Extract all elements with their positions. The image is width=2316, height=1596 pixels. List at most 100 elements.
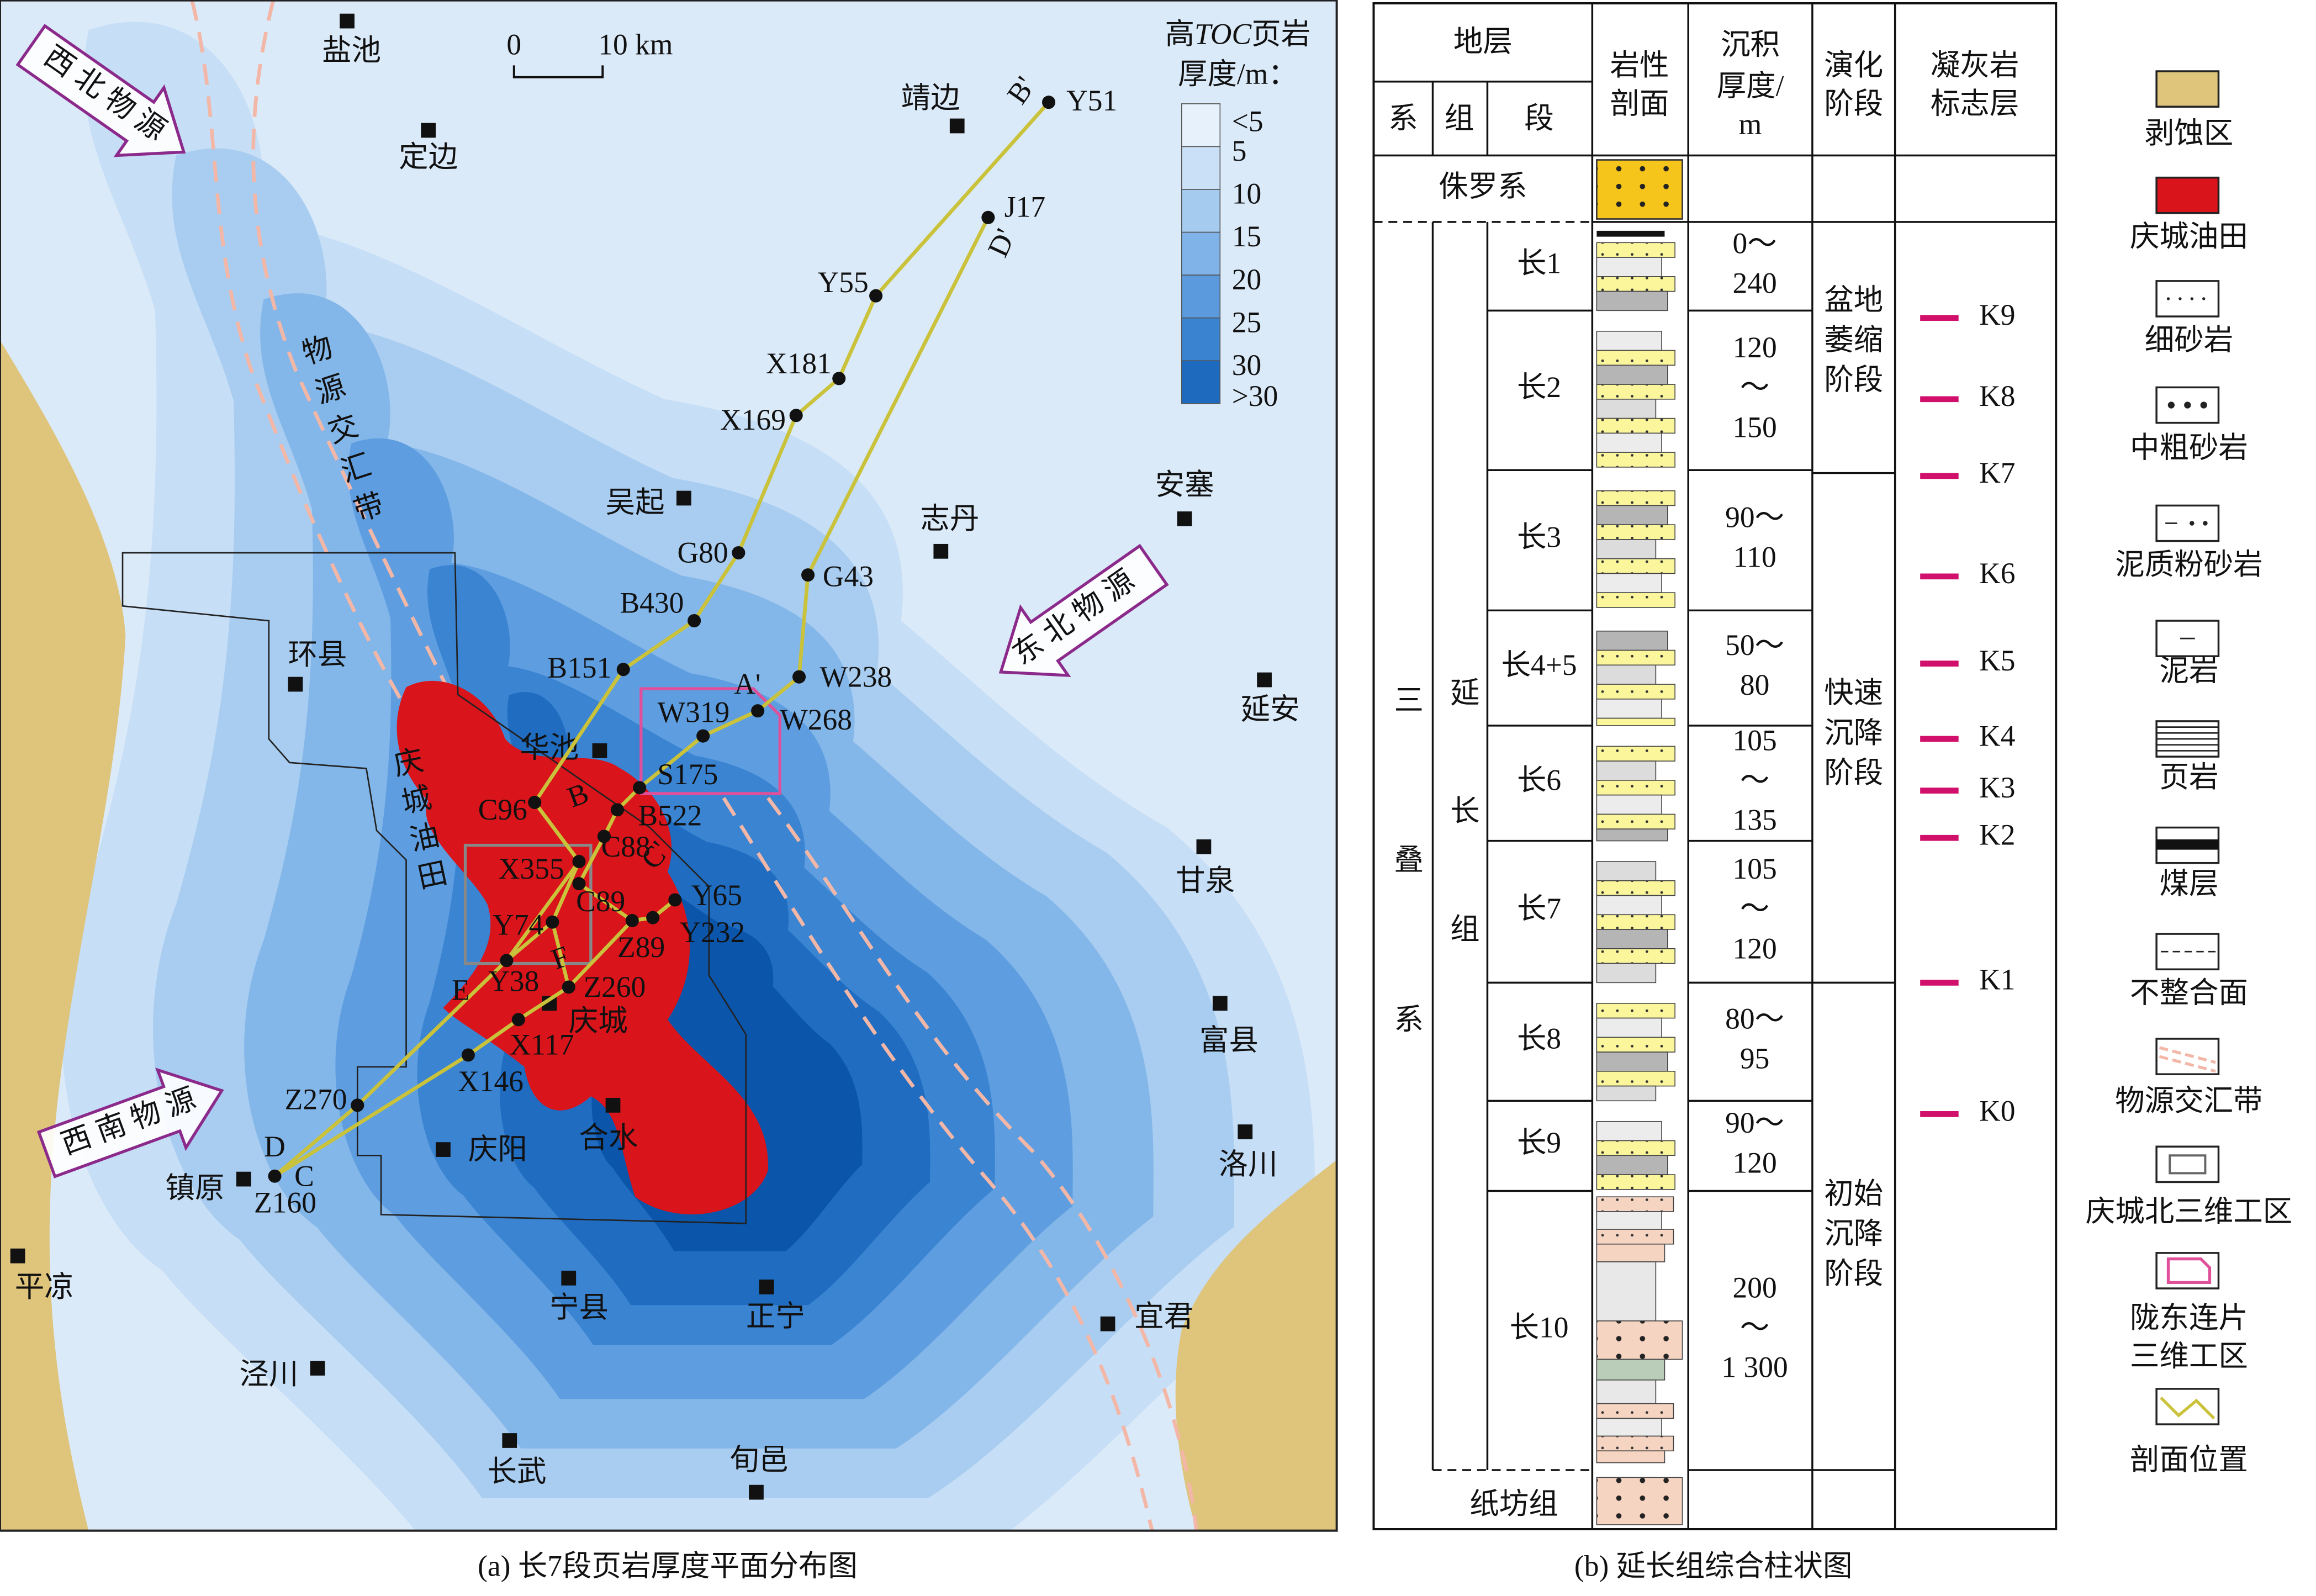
thickness: 0～: [1732, 226, 1776, 260]
legend-subtitle: 厚度/m：: [1178, 57, 1298, 91]
thickness: 105: [1732, 723, 1776, 757]
well: [461, 1048, 475, 1062]
legend-label: >30: [1232, 379, 1278, 413]
city-label: 正宁: [746, 1299, 805, 1333]
well-label: S175: [657, 758, 718, 791]
city-marker: [759, 1279, 774, 1294]
well: [572, 854, 586, 869]
lith-layer: [1596, 1196, 1674, 1212]
member-name: 长4+5: [1501, 648, 1577, 681]
city-marker: [933, 543, 949, 559]
member-name: 长2: [1517, 371, 1561, 404]
well-label: B151: [547, 651, 611, 684]
legend-label: 30: [1232, 348, 1261, 382]
legend-icon: [2190, 521, 2195, 526]
lith-layer: [1596, 350, 1675, 366]
stage: 沉降: [1824, 716, 1883, 749]
lith-layer: [1596, 276, 1675, 292]
thickness: 50～: [1725, 628, 1784, 662]
city-marker: [1100, 1316, 1115, 1331]
lith-layer: [1596, 384, 1675, 400]
legend-icon: [2169, 1154, 2207, 1175]
thickness: ～: [1740, 1311, 1770, 1344]
legend-title-part: 页岩: [1251, 18, 1310, 51]
city-label: 延安: [1241, 693, 1300, 726]
well: [562, 980, 575, 994]
well-label: Y38: [488, 964, 539, 997]
legend-label: 细砂岩: [2145, 323, 2233, 356]
legend-label: 物源交汇带: [2115, 1084, 2262, 1117]
thickness: 110: [1733, 541, 1776, 574]
stage: 快速: [1824, 677, 1883, 710]
section-letter: C: [294, 1159, 314, 1192]
lith-layer: [1596, 1155, 1668, 1175]
lith-layer: [1596, 558, 1675, 574]
city-marker: [1257, 672, 1272, 688]
thickness: 120: [1732, 331, 1776, 364]
header: 岩性: [1610, 49, 1669, 82]
legend-icon: [2184, 401, 2191, 409]
header: 厚度/: [1717, 69, 1784, 102]
lith-layer: [1596, 257, 1662, 277]
confluence-zone: [722, 797, 1154, 1531]
legend-swatch: [1181, 189, 1221, 233]
legend-icon: [2166, 297, 2170, 300]
lith-layer: [1596, 452, 1675, 468]
well: [832, 372, 846, 385]
well-label: Z89: [617, 931, 665, 964]
legend-label: <5: [1232, 105, 1263, 138]
city-label: 镇原: [166, 1171, 225, 1204]
well-label: J17: [1004, 191, 1045, 224]
lith-layer: [1596, 330, 1662, 351]
well: [546, 915, 559, 929]
well: [869, 289, 883, 303]
legend-icon: [2155, 280, 2220, 318]
legend-icon: [2178, 297, 2182, 300]
legend-icon: [2203, 521, 2208, 526]
well-label: X169: [720, 403, 786, 436]
column: 地层系组段岩性剖面沉积厚度/m演化阶段凝灰岩标志层侏罗系三叠系 延长组纸坊组长10…: [1372, 2, 2058, 1582]
lith-layer: [1596, 242, 1675, 258]
longdong-survey-area: [639, 687, 781, 795]
tuff-label: K7: [1979, 456, 2015, 489]
well: [1042, 96, 1056, 109]
stage: 初始: [1824, 1177, 1883, 1210]
city-label: 志丹: [920, 502, 979, 535]
lith-layer: [1596, 813, 1675, 829]
well-label: Y55: [818, 266, 869, 299]
lith-layer: [1596, 1418, 1662, 1437]
member-name: 长1: [1517, 246, 1561, 279]
lith-layer: [1596, 1140, 1675, 1156]
thickness: 120: [1732, 1146, 1776, 1179]
well: [616, 663, 630, 677]
thickness: 1 300: [1721, 1351, 1788, 1384]
legend-label: 页岩: [2159, 760, 2218, 794]
lith-layer: [1596, 698, 1662, 719]
city-label: 合水: [579, 1121, 638, 1154]
legend-swatch: [1181, 231, 1221, 276]
lith-layer: [1596, 649, 1675, 666]
city-label: 旬邑: [729, 1443, 789, 1476]
well: [668, 893, 682, 907]
well: [597, 829, 611, 843]
city-label: 宁县: [549, 1291, 609, 1324]
lith-layer: [1596, 1359, 1665, 1381]
lith-layer: [1596, 1037, 1675, 1053]
well-label: W238: [819, 660, 892, 693]
stage: 阶段: [1824, 1257, 1883, 1290]
city-label: 宜君: [1134, 1299, 1193, 1333]
scale-bar: [512, 65, 604, 78]
formation-label: 延长组: [1446, 677, 1479, 1032]
legend-label: 10: [1232, 177, 1261, 210]
header: 凝灰岩: [1931, 49, 2019, 82]
lith-layer: [1596, 794, 1662, 815]
well: [981, 210, 995, 224]
lith-layer: [1596, 364, 1668, 385]
tuff-label: K3: [1979, 771, 2015, 804]
lith-layer: [1596, 1051, 1668, 1072]
map-frame: [0, 0, 1338, 1532]
well: [646, 911, 660, 924]
lith-layer: [1596, 1002, 1675, 1019]
lith-layer: [1596, 1229, 1674, 1245]
legend-label: 陇东连片: [2130, 1301, 2248, 1334]
